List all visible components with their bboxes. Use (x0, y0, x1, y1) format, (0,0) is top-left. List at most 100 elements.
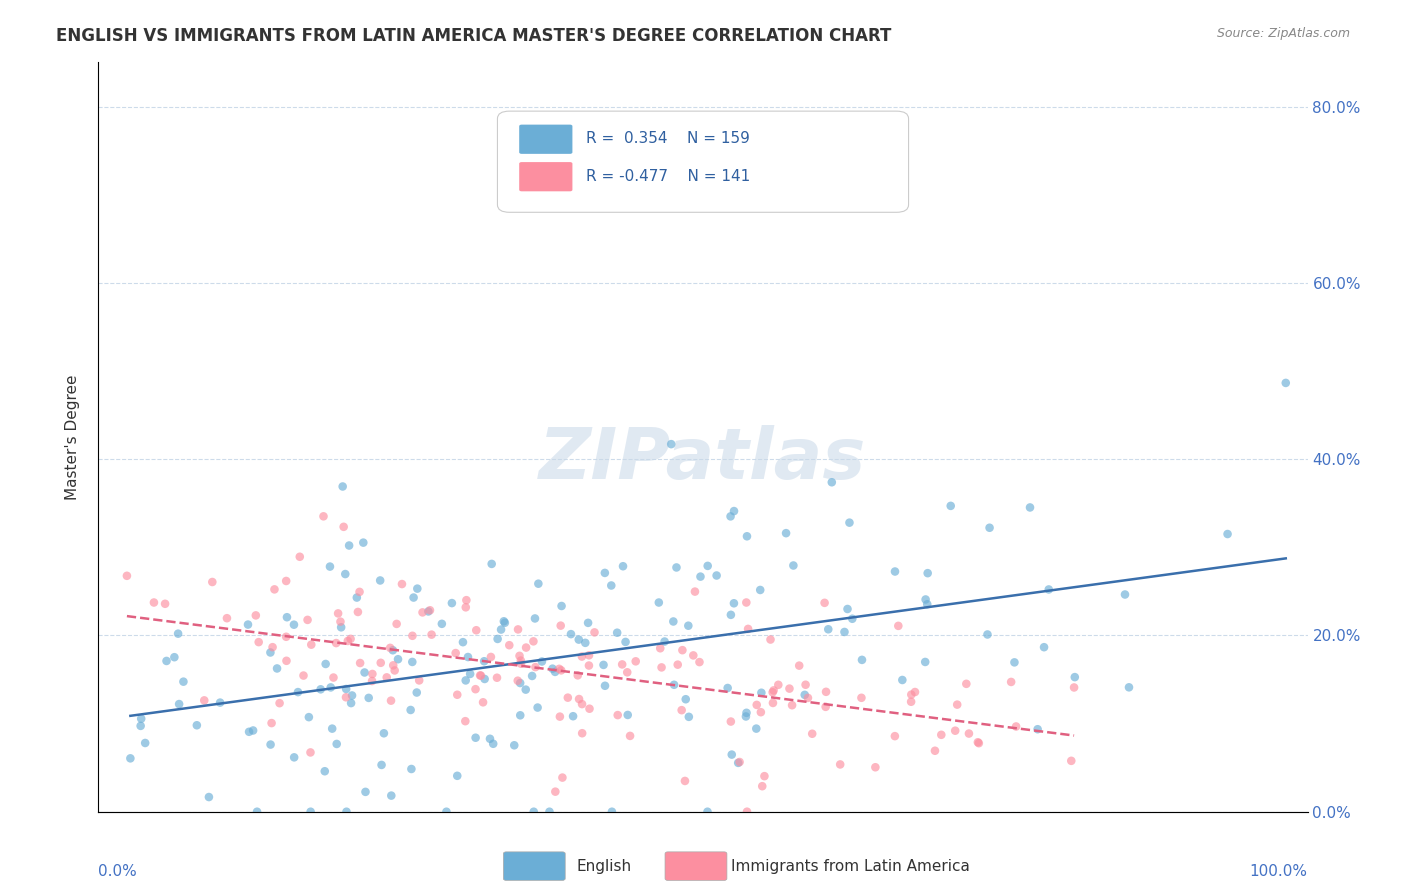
Point (891, 673, 914, 687)
Point (662, 615, 685, 629)
Point (375, 670, 398, 684)
Point (696, 805, 718, 819)
Point (420, 627, 443, 641)
Point (262, 640, 284, 655)
Point (520, 669, 543, 683)
Point (486, 632, 509, 646)
Point (509, 708, 531, 723)
Point (370, 656, 392, 670)
Point (464, 682, 486, 697)
Point (616, 708, 638, 723)
Point (361, 667, 384, 681)
Point (966, 735, 988, 749)
Point (830, 757, 852, 772)
Point (650, 641, 672, 656)
Point (728, 755, 751, 769)
Point (370, 758, 392, 772)
Point (929, 728, 952, 742)
Point (283, 617, 305, 632)
Point (544, 785, 567, 799)
Point (651, 660, 673, 674)
Point (482, 737, 505, 751)
Point (260, 716, 283, 731)
Text: 0.0%: 0.0% (98, 864, 138, 880)
Point (1038, 582, 1060, 597)
Point (288, 549, 311, 564)
Point (600, 805, 623, 819)
Point (592, 657, 614, 672)
Point (215, 611, 238, 625)
Point (368, 574, 391, 588)
Point (900, 688, 922, 702)
Point (737, 622, 759, 636)
Point (142, 595, 165, 609)
Point (578, 648, 600, 663)
Point (472, 695, 495, 709)
Point (332, 520, 354, 534)
Point (717, 681, 740, 695)
Point (336, 634, 359, 648)
Point (387, 652, 409, 666)
Point (276, 574, 298, 588)
Point (503, 739, 526, 753)
Point (720, 509, 742, 524)
Point (172, 674, 194, 689)
Point (884, 565, 907, 579)
Point (451, 635, 474, 649)
Point (299, 746, 322, 760)
Point (659, 437, 682, 451)
Point (335, 567, 357, 582)
Point (492, 615, 515, 629)
Point (914, 592, 936, 607)
Point (312, 509, 335, 524)
Point (794, 678, 817, 692)
Point (292, 668, 315, 682)
Point (266, 661, 288, 675)
Point (917, 566, 939, 581)
Point (682, 648, 704, 663)
Point (813, 596, 835, 610)
Point (276, 630, 298, 644)
Point (567, 668, 589, 682)
Point (678, 618, 700, 632)
Point (167, 626, 190, 640)
Point (446, 769, 468, 783)
Point (612, 559, 634, 574)
Point (1063, 681, 1085, 695)
Point (408, 673, 430, 688)
Point (436, 805, 458, 819)
Point (914, 655, 936, 669)
Point (380, 789, 402, 803)
Point (325, 737, 347, 751)
Point (193, 693, 215, 707)
Point (509, 648, 531, 663)
Point (723, 596, 745, 610)
Point (780, 698, 803, 713)
Point (527, 576, 550, 591)
Point (315, 657, 337, 671)
Point (457, 650, 479, 665)
Point (787, 658, 810, 673)
Point (335, 681, 357, 696)
Point (541, 662, 564, 676)
Point (568, 632, 591, 647)
Point (440, 596, 463, 610)
Point (1118, 681, 1140, 695)
Point (801, 727, 824, 741)
Point (385, 616, 408, 631)
Point (815, 685, 838, 699)
Point (509, 654, 531, 668)
Point (523, 611, 546, 625)
Point (335, 690, 357, 705)
Point (759, 632, 782, 647)
Point (412, 606, 434, 620)
Point (751, 686, 773, 700)
Point (129, 712, 152, 726)
Point (481, 557, 503, 571)
Point (115, 569, 138, 583)
Point (666, 657, 689, 672)
Point (209, 696, 232, 710)
Point (470, 668, 492, 682)
Point (472, 654, 495, 668)
Point (391, 577, 413, 591)
